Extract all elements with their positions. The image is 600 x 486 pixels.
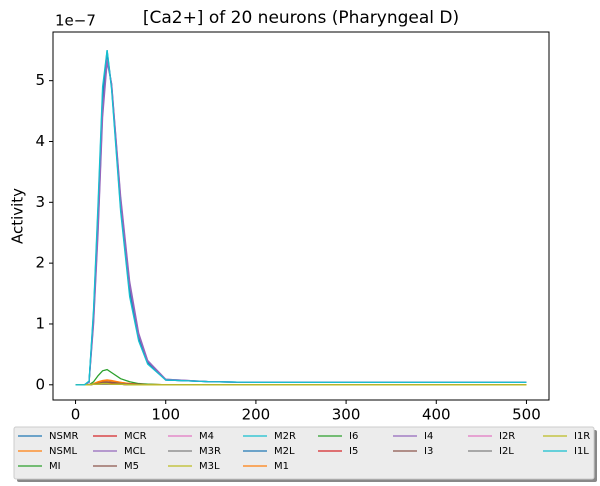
legend-label: M2R [274, 431, 296, 442]
legend-label: I5 [349, 446, 358, 457]
y-tick-label: 4 [35, 132, 45, 150]
legend-label: M2L [274, 446, 295, 457]
legend-label: I3 [424, 446, 433, 457]
series-line [75, 382, 527, 386]
legend-label: I4 [424, 431, 433, 442]
legend-label: NSMR [49, 431, 78, 442]
legend-label: I2L [499, 446, 514, 457]
series-line [75, 50, 527, 386]
x-tick-label: 200 [242, 406, 271, 424]
y-axis-label: Activity [9, 188, 27, 244]
legend-label: NSML [49, 446, 77, 457]
x-tick-label: 300 [332, 406, 361, 424]
legend-label: M1 [274, 461, 289, 472]
legend-label: M4 [199, 431, 214, 442]
legend-label: I2R [499, 431, 515, 442]
plot-frame [52, 31, 550, 401]
y-tick-label: 0 [35, 375, 45, 393]
legend-label: I6 [349, 431, 358, 442]
legend-box [13, 426, 595, 480]
y-tick-label: 5 [35, 71, 45, 89]
legend-label: MCR [124, 431, 147, 442]
legend-label: I1R [574, 431, 590, 442]
legend-label: MCL [124, 446, 146, 457]
series-line [75, 53, 527, 386]
legend-label: M5 [124, 461, 139, 472]
x-tick-label: 400 [422, 406, 451, 424]
series-line [75, 50, 527, 386]
x-tick-label: 500 [512, 406, 541, 424]
legend-label: M3R [199, 446, 221, 457]
series-line [75, 62, 527, 386]
y-tick-label: 2 [35, 254, 45, 272]
y-tick-label: 1 [35, 314, 45, 332]
y-tick-label: 3 [35, 193, 45, 211]
legend-label: M3L [199, 461, 220, 472]
chart-title: [Ca2+] of 20 neurons (Pharyngeal D) [143, 8, 459, 28]
series-line [75, 56, 527, 386]
x-tick-label: 100 [151, 406, 180, 424]
y-offset-label: 1e−7 [55, 12, 96, 30]
series-line [75, 59, 527, 386]
x-tick-label: 0 [71, 406, 81, 424]
legend-label: MI [49, 461, 61, 472]
legend-label: I1L [574, 446, 589, 457]
